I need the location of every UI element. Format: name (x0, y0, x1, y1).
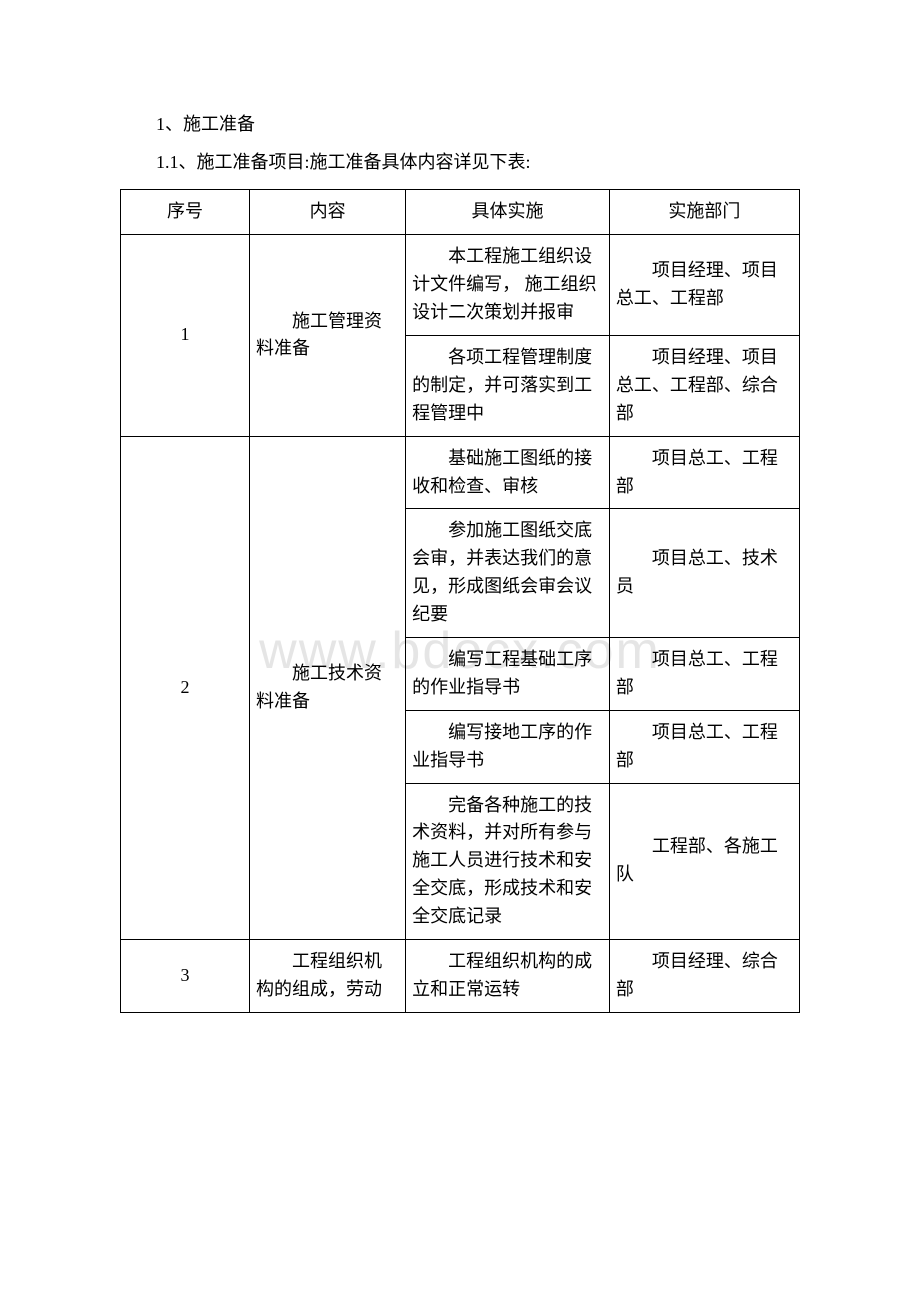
cell-seq: 1 (121, 235, 250, 436)
cell-impl: 基础施工图纸的接收和检查、审核 (406, 436, 610, 509)
cell-impl: 工程组织机构的成立和正常运转 (406, 939, 610, 1012)
cell-impl: 本工程施工组织设计文件编写， 施工组织设计二次策划并报审 (406, 235, 610, 336)
preparation-table: 序号 内容 具体实施 实施部门 1 施工管理资料准备 本工程施工组织设计文件编写… (120, 189, 800, 1012)
col-seq: 序号 (121, 190, 250, 235)
cell-impl: 参加施工图纸交底会审，并表达我们的意见，形成图纸会审会议纪要 (406, 509, 610, 638)
table-row: 3 工程组织机构的组成，劳动 工程组织机构的成立和正常运转 项目经理、综合部 (121, 939, 800, 1012)
table-header-row: 序号 内容 具体实施 实施部门 (121, 190, 800, 235)
cell-dept: 项目总工、工程部 (609, 637, 799, 710)
cell-seq: 3 (121, 939, 250, 1012)
cell-dept: 项目总工、工程部 (609, 710, 799, 783)
table-row: 1 施工管理资料准备 本工程施工组织设计文件编写， 施工组织设计二次策划并报审 … (121, 235, 800, 336)
cell-dept: 项目经理、综合部 (609, 939, 799, 1012)
table-row: 2 施工技术资料准备 基础施工图纸的接收和检查、审核 项目总工、工程部 (121, 436, 800, 509)
cell-content: 施工管理资料准备 (250, 235, 406, 436)
cell-dept: 项目总工、技术员 (609, 509, 799, 638)
paragraph-2: 1.1、施工准备项目:施工准备具体内容详见下表: (120, 148, 800, 178)
cell-dept: 工程部、各施工队 (609, 783, 799, 939)
cell-impl: 完备各种施工的技术资料，并对所有参与施工人员进行技术和安全交底，形成技术和安全交… (406, 783, 610, 939)
cell-impl: 各项工程管理制度的制定，并可落实到工程管理中 (406, 335, 610, 436)
col-dept: 实施部门 (609, 190, 799, 235)
cell-dept: 项目经理、项目总工、工程部、综合部 (609, 335, 799, 436)
cell-dept: 项目经理、项目总工、工程部 (609, 235, 799, 336)
col-impl: 具体实施 (406, 190, 610, 235)
cell-content: 施工技术资料准备 (250, 436, 406, 939)
cell-impl: 编写工程基础工序的作业指导书 (406, 637, 610, 710)
col-content: 内容 (250, 190, 406, 235)
cell-content: 工程组织机构的组成，劳动 (250, 939, 406, 1012)
cell-dept: 项目总工、工程部 (609, 436, 799, 509)
paragraph-1: 1、施工准备 (120, 110, 800, 140)
cell-seq: 2 (121, 436, 250, 939)
cell-impl: 编写接地工序的作业指导书 (406, 710, 610, 783)
